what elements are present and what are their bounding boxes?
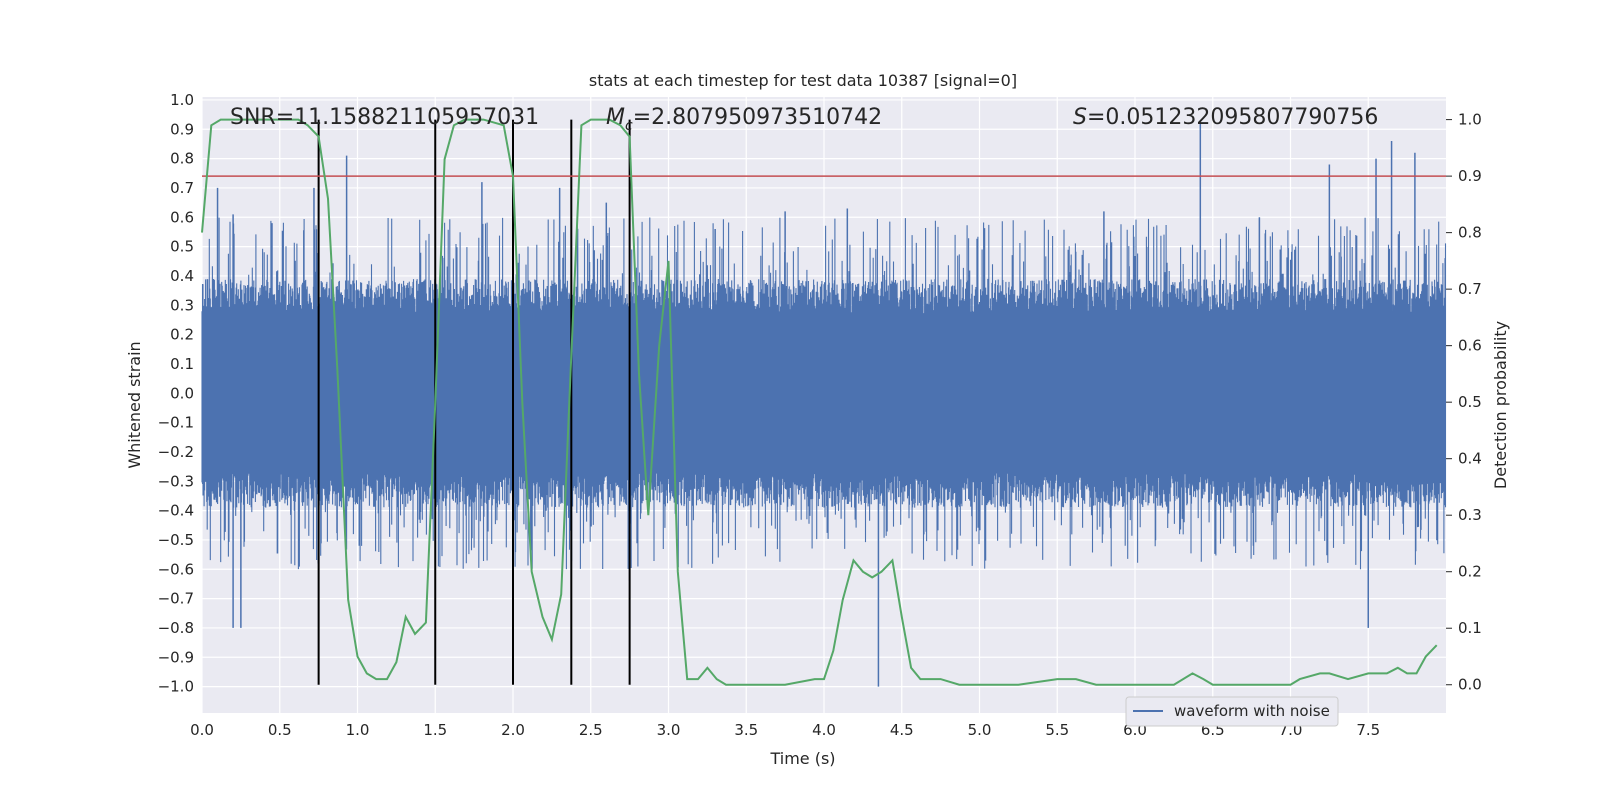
s-annotation: S=0.051232095807790756 <box>1073 105 1378 130</box>
y-right-tick-label: 0.1 <box>1458 619 1482 637</box>
legend: waveform with noise <box>1125 696 1339 727</box>
x-tick-label: 4.5 <box>890 721 914 739</box>
y-left-tick-label: 0.9 <box>170 120 194 138</box>
x-tick-label: 0.0 <box>190 721 214 739</box>
y-right-tick-label: 0.9 <box>1458 167 1482 185</box>
y-right-axis-label: Detection probability <box>1491 321 1510 489</box>
y-left-tick-label: 0.8 <box>170 150 194 168</box>
y-right-tick-label: 0.4 <box>1458 450 1482 468</box>
mc-symbol: M <box>606 105 625 130</box>
x-tick-label: 4.0 <box>812 721 836 739</box>
y-left-tick-label: 0.3 <box>170 296 194 314</box>
y-left-tick-label: 0.1 <box>170 355 194 373</box>
s-symbol: S <box>1073 105 1087 130</box>
y-left-tick-label: 0.5 <box>170 238 194 256</box>
x-tick-label: 0.5 <box>268 721 292 739</box>
x-tick-label: 5.5 <box>1045 721 1069 739</box>
y-left-tick-label: −0.7 <box>158 590 194 608</box>
legend-box <box>1125 696 1339 727</box>
x-tick-label: 1.0 <box>346 721 370 739</box>
y-right-tick-label: 0.8 <box>1458 224 1482 242</box>
x-tick-label: 7.5 <box>1356 721 1380 739</box>
legend-label: waveform with noise <box>1174 702 1330 720</box>
s-value: =0.051232095807790756 <box>1087 105 1378 130</box>
y-left-tick-label: 0.2 <box>170 326 194 344</box>
y-left-tick-label: −0.3 <box>158 472 194 490</box>
waveform-series <box>201 123 1447 687</box>
y-right-tick-label: 0.5 <box>1458 393 1482 411</box>
x-tick-label: 2.5 <box>579 721 603 739</box>
x-tick-label: 3.5 <box>734 721 758 739</box>
y-left-tick-label: 0.7 <box>170 179 194 197</box>
y-left-tick-label: 0.0 <box>170 384 194 402</box>
x-axis-label: Time (s) <box>769 749 835 768</box>
y-right-tick-label: 0.7 <box>1458 280 1482 298</box>
waveform-noise-band <box>201 217 1447 570</box>
x-tick-label: 3.0 <box>657 721 681 739</box>
y-left-tick-label: −0.4 <box>158 502 194 520</box>
x-tick-label: 1.5 <box>423 721 447 739</box>
mc-value: =2.807950973510742 <box>633 105 882 130</box>
chirp-mass-annotation: Mc=2.807950973510742 <box>606 105 882 134</box>
snr-annotation: SNR=11.158821105957031 <box>230 105 539 130</box>
y-left-tick-label: −0.2 <box>158 443 194 461</box>
y-left-tick-label: −0.9 <box>158 648 194 666</box>
y-left-axis-ticks: 1.0 0.9 0.8 0.7 0.6 0.5 0.4 0.3 0.2 0.1 0.0 −0.1 −0.… <box>158 91 194 696</box>
detection-probability-series <box>201 118 1438 686</box>
y-right-tick-label: 0.2 <box>1458 563 1482 581</box>
y-right-tick-label: 0.3 <box>1458 506 1482 524</box>
x-tick-label: 5.0 <box>968 721 992 739</box>
chart-title: stats at each timestep for test data 103… <box>589 71 1017 90</box>
y-right-tick-label: 0.0 <box>1458 676 1482 694</box>
y-left-tick-label: −0.1 <box>158 414 194 432</box>
y-left-axis-label: Whitened strain <box>125 341 144 468</box>
y-left-tick-label: −1.0 <box>158 678 194 696</box>
y-left-tick-label: 0.4 <box>170 267 194 285</box>
y-right-axis-ticks: 1.0 0.9 0.8 0.7 0.6 0.5 0.4 0.3 0.2 0.1 0.0 <box>1446 111 1482 694</box>
y-left-tick-label: 0.6 <box>170 208 194 226</box>
y-left-tick-label: −0.5 <box>158 531 194 549</box>
vertical-markers <box>317 119 631 685</box>
mc-subscript: c <box>625 118 633 134</box>
y-left-tick-label: 1.0 <box>170 91 194 109</box>
y-right-tick-label: 1.0 <box>1458 111 1482 129</box>
y-left-tick-label: −0.6 <box>158 560 194 578</box>
x-tick-label: 2.0 <box>501 721 525 739</box>
y-left-tick-label: −0.8 <box>158 619 194 637</box>
y-right-tick-label: 0.6 <box>1458 337 1482 355</box>
